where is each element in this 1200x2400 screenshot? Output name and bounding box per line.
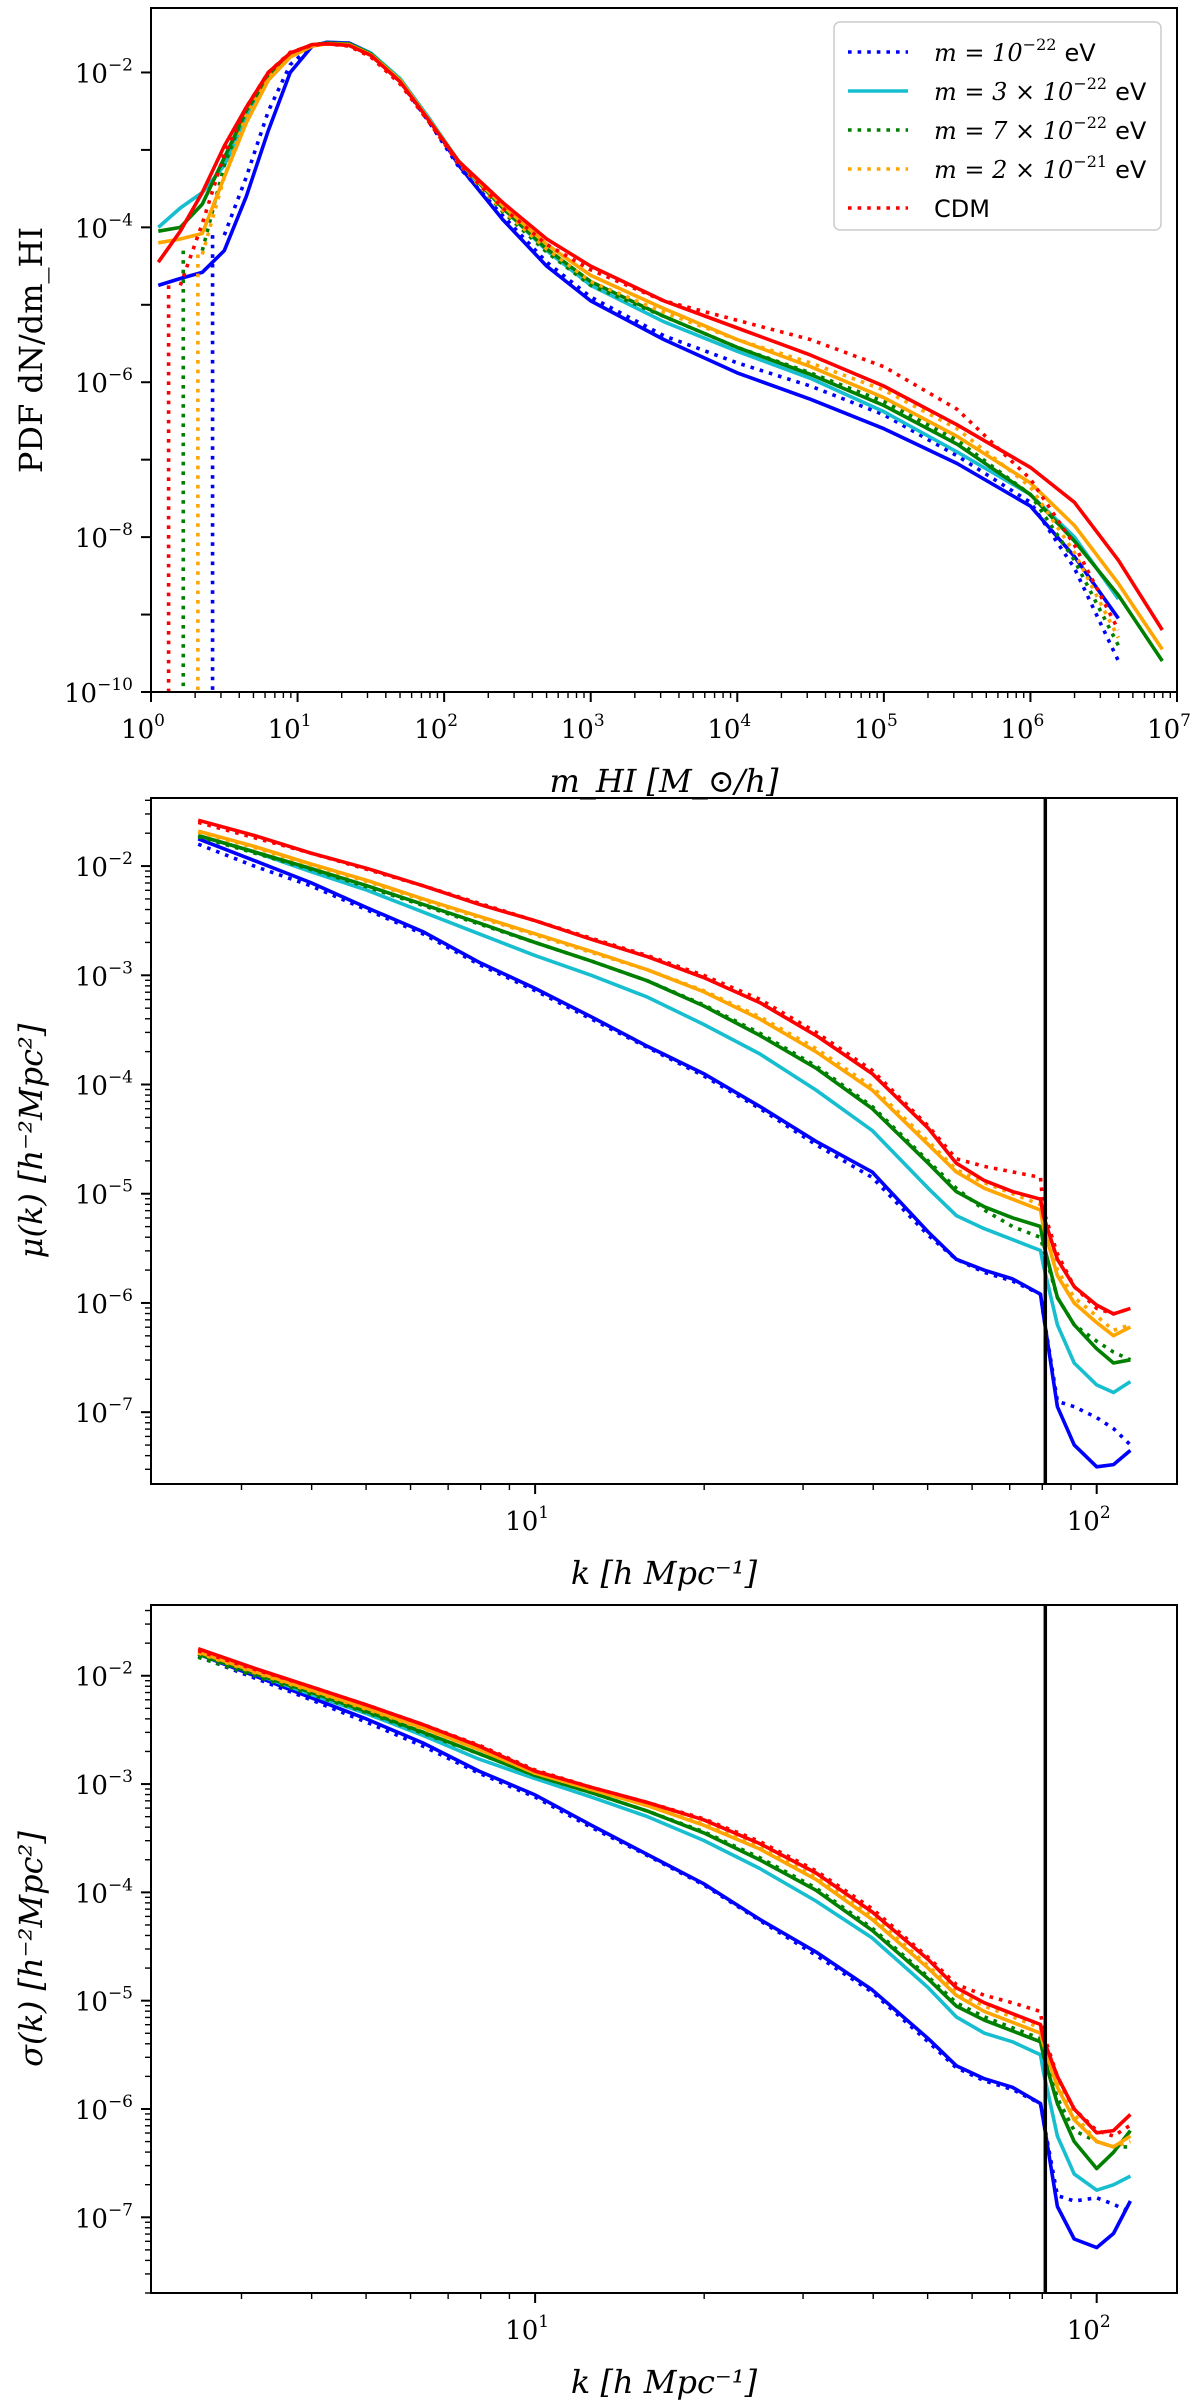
legend-label: m = 10−22 eV: [934, 35, 1096, 67]
series-line-1: m = 1e-22 eV (dotted): [197, 842, 1132, 1447]
series-line-6: m = 2e-21 eV (dotted): [197, 830, 1131, 1333]
y-axis-label: PDF dN/dm_HI: [12, 227, 50, 473]
series-line-8: CDM (dotted): [197, 1649, 1132, 2138]
legend-label: CDM: [934, 195, 990, 223]
legend-item: m = 7 × 10−22 eV: [848, 113, 1147, 145]
legend-item: m = 3 × 10−22 eV: [848, 74, 1147, 106]
x-tick-label: 101: [505, 1503, 549, 1537]
y-tick-label: 10−6: [75, 2092, 133, 2126]
mu-panel: m = 1e-22 eV (solid)m = 1e-22 eV (dotted…: [12, 797, 1178, 1592]
series-line-2: m = 3e-22 eV (solid): [197, 1652, 1132, 2192]
legend: m = 10−22 eV m = 3 × 10−22 eV m = 7 × 10−22 e…: [833, 21, 1162, 231]
series-line-3: m = 7e-22 eV (solid): [197, 833, 1131, 1365]
y-tick-label: 10−8: [75, 520, 133, 554]
legend-label: m = 3 × 10−22 eV: [934, 74, 1147, 106]
series-line-6: m = 2e-21 eV (dotted): [197, 1651, 1131, 2149]
plot-area: m = 1e-22 eV (solid)m = 1e-22 eV (dotted…: [197, 818, 1132, 1469]
x-tick-label: 107: [1147, 711, 1191, 745]
series-line-8: CDM (dotted): [197, 820, 1131, 1316]
series-line-1: m = 1e-22 eV (dotted): [222, 41, 1121, 662]
legend-label: m = 7 × 10−22 eV: [934, 113, 1147, 145]
y-tick-label: 10−6: [75, 1286, 133, 1320]
x-tick-label: 102: [414, 711, 458, 745]
x-tick-label: 102: [1067, 2312, 1111, 2346]
x-axis-label: k [h Mpc⁻¹]: [571, 2363, 758, 2400]
x-tick-label: 103: [561, 711, 605, 745]
series-line-4: m = 7e-22 eV (dotted): [197, 1655, 1131, 2149]
series-line-5: m = 2e-21 eV (solid): [197, 1650, 1132, 2149]
x-tick-label: 106: [1000, 711, 1044, 745]
plot-area: m = 1e-22 eV (solid)m = 1e-22 eV (dotted…: [156, 40, 1164, 692]
series-line-3: m = 7e-22 eV (solid): [197, 1652, 1132, 2171]
axes-frame: [150, 1604, 1178, 2294]
axes-frame: [150, 7, 1178, 693]
y-tick-label: 10−5: [75, 1984, 133, 2018]
x-axis-label: k [h Mpc⁻¹]: [571, 1554, 758, 1592]
y-tick-label: 10−5: [75, 1177, 133, 1211]
y-tick-label: 10−6: [75, 365, 133, 399]
axes-frame: [150, 797, 1178, 1485]
series-line-7: CDM (solid): [197, 1646, 1132, 2135]
pdf-panel: m = 1e-22 eV (solid)m = 1e-22 eV (dotted…: [12, 7, 1191, 800]
x-tick-label: 101: [505, 2312, 549, 2346]
y-tick-label: 10−2: [75, 849, 133, 883]
y-axis-label: σ(k) [h⁻²Mpc²]: [12, 1831, 50, 2067]
legend-box: [833, 21, 1162, 231]
legend-item: CDM: [848, 195, 990, 223]
y-tick-label: 10−4: [75, 1875, 133, 1909]
y-tick-label: 10−7: [75, 1395, 133, 1429]
series-line-0: m = 1e-22 eV (solid): [197, 1652, 1132, 2250]
y-tick-label: 10−3: [75, 1767, 133, 1801]
sigma-panel: m = 1e-22 eV (solid)m = 1e-22 eV (dotted…: [12, 1604, 1178, 2400]
legend-item: m = 2 × 10−21 eV: [848, 152, 1147, 184]
y-tick-label: 10−10: [64, 675, 133, 709]
series-line-5: m = 2e-21 eV (solid): [197, 829, 1132, 1338]
series-line-0: m = 1e-22 eV (solid): [197, 837, 1132, 1469]
y-tick-label: 10−2: [75, 1659, 133, 1693]
x-tick-label: 102: [1067, 1503, 1111, 1537]
y-tick-label: 10−3: [75, 958, 133, 992]
x-tick-label: 100: [121, 711, 165, 745]
x-tick-label: 105: [854, 711, 898, 745]
legend-item: m = 10−22 eV: [848, 35, 1096, 67]
y-tick-label: 10−4: [75, 210, 133, 244]
legend-label: m = 2 × 10−21 eV: [934, 152, 1147, 184]
y-tick-label: 10−7: [75, 2200, 133, 2234]
y-axis-label: μ(k) [h⁻²Mpc²]: [12, 1023, 50, 1258]
plot-area: m = 1e-22 eV (solid)m = 1e-22 eV (dotted…: [197, 1646, 1132, 2250]
series-line-4: m = 7e-22 eV (dotted): [197, 834, 1132, 1362]
y-tick-label: 10−2: [75, 55, 133, 89]
series-line-2: m = 3e-22 eV (solid): [197, 833, 1132, 1395]
series-line-7: CDM (solid): [156, 42, 1164, 631]
x-tick-label: 104: [707, 711, 751, 745]
series-line-1: m = 1e-22 eV (dotted): [197, 1654, 1132, 2214]
x-axis-label: m_HI [M_⊙/h]: [550, 762, 780, 800]
x-tick-label: 101: [268, 711, 312, 745]
y-tick-label: 10−4: [75, 1068, 133, 1102]
